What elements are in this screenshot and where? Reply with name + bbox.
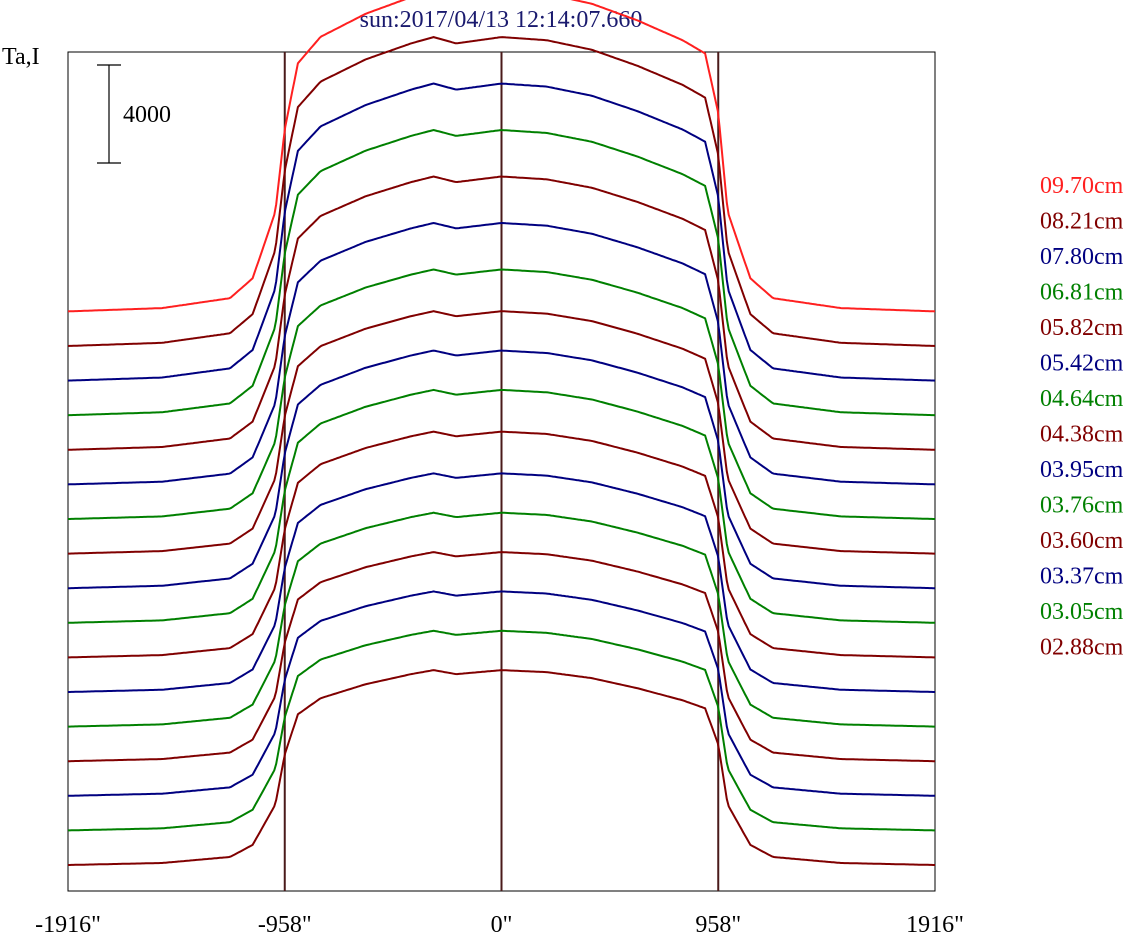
legend-entry: 05.82cm bbox=[1040, 315, 1124, 341]
trace-line bbox=[68, 511, 935, 728]
trace-line bbox=[67, 82, 936, 382]
trace-line bbox=[67, 175, 936, 451]
trace-line bbox=[68, 430, 935, 659]
legend-entry: 04.38cm bbox=[1040, 422, 1124, 448]
legend-entry: 03.37cm bbox=[1040, 564, 1124, 590]
y-axis-label: Ta,I bbox=[2, 44, 40, 70]
legend-entry: 03.95cm bbox=[1040, 457, 1124, 483]
x-tick-label: 958" bbox=[695, 912, 741, 938]
vertical-markers bbox=[283, 52, 720, 891]
trace-line bbox=[68, 472, 935, 693]
trace-line bbox=[67, 36, 936, 347]
legend-entry: 09.70cm bbox=[1040, 173, 1124, 199]
x-tick-label: -958" bbox=[258, 912, 312, 938]
trace-line bbox=[67, 0, 936, 313]
legend-entry: 02.88cm bbox=[1040, 635, 1124, 661]
legend-entry: 08.21cm bbox=[1040, 209, 1124, 235]
legend-entry: 03.05cm bbox=[1040, 599, 1124, 625]
chart-title: sun:2017/04/13 12:14:07.660 bbox=[360, 7, 643, 33]
spectral-traces bbox=[67, 0, 936, 866]
scale-bar: 4000 bbox=[97, 64, 171, 164]
legend-entry: 06.81cm bbox=[1040, 280, 1124, 306]
trace-line bbox=[68, 669, 935, 866]
trace-line bbox=[68, 310, 935, 555]
trace-line bbox=[67, 128, 936, 417]
x-tick-labels: -1916" -958" 0" 958" 1916" bbox=[35, 912, 964, 938]
x-tick-label: 1916" bbox=[906, 912, 964, 938]
trace-line bbox=[68, 349, 935, 590]
trace-line bbox=[68, 629, 935, 832]
x-tick-label: -1916" bbox=[35, 912, 101, 938]
legend-entry: 07.80cm bbox=[1040, 244, 1124, 270]
legend: 09.70cm 08.21cm 07.80cm 06.81cm 05.82cm 05.42… bbox=[1040, 173, 1124, 661]
legend-entry: 03.60cm bbox=[1040, 528, 1124, 554]
trace-line bbox=[68, 551, 935, 763]
x-tick-label: 0" bbox=[491, 912, 513, 938]
legend-entry: 03.76cm bbox=[1040, 493, 1124, 519]
trace-line bbox=[67, 221, 936, 486]
legend-entry: 05.42cm bbox=[1040, 351, 1124, 377]
legend-entry: 04.64cm bbox=[1040, 386, 1124, 412]
trace-line bbox=[68, 590, 935, 797]
scale-bar-label: 4000 bbox=[123, 102, 171, 128]
trace-line bbox=[68, 388, 935, 624]
trace-line bbox=[68, 268, 935, 520]
